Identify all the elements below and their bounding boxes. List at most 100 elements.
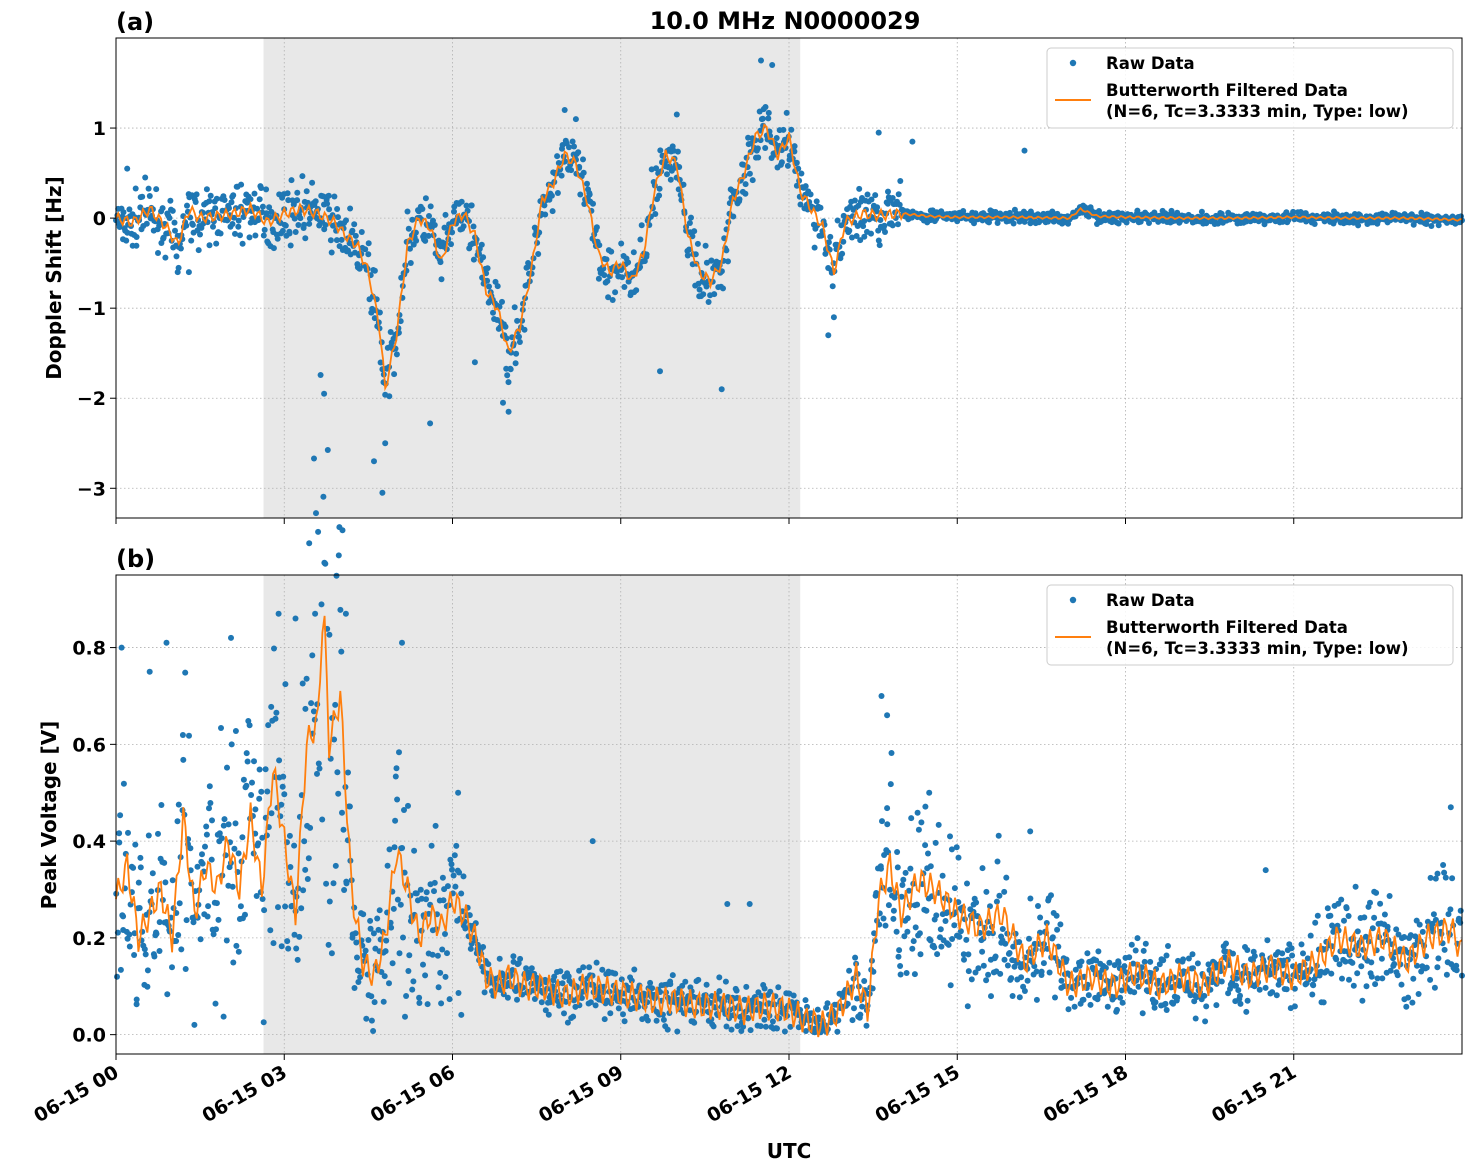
raw-data-point: [603, 256, 610, 263]
raw-data-point: [312, 610, 319, 617]
raw-data-point: [593, 959, 600, 966]
raw-data-point: [516, 339, 523, 345]
raw-data-point: [934, 951, 941, 958]
raw-data-point: [720, 285, 726, 292]
raw-data-point: [411, 847, 418, 854]
raw-data-point: [511, 304, 518, 311]
raw-data-point: [1352, 883, 1359, 890]
raw-data-point: [694, 240, 701, 247]
raw-data-point: [232, 230, 238, 237]
raw-data-point: [570, 1013, 577, 1020]
raw-data-point: [906, 887, 912, 894]
raw-data-point: [392, 773, 399, 780]
raw-data-point: [1354, 970, 1361, 977]
raw-data-point: [155, 250, 161, 256]
raw-data-point: [1163, 952, 1170, 959]
raw-data-point: [960, 951, 967, 958]
raw-data-point: [365, 937, 372, 943]
raw-data-point: [649, 985, 656, 992]
raw-data-point: [1175, 957, 1181, 964]
raw-data-point: [173, 253, 180, 260]
raw-data-point: [765, 115, 772, 122]
raw-data-point: [797, 201, 804, 208]
raw-data-point: [1106, 959, 1113, 966]
raw-data-point: [684, 252, 691, 259]
raw-data-point: [1427, 976, 1434, 983]
raw-data-point: [209, 817, 215, 824]
raw-data-point: [173, 938, 180, 944]
raw-data-point: [448, 861, 455, 868]
raw-data-point: [142, 174, 149, 181]
x-tick-label: 06-15 09: [535, 1061, 627, 1127]
raw-data-point: [879, 818, 885, 825]
raw-data-point: [897, 178, 904, 184]
raw-data-point: [505, 379, 512, 386]
raw-data-point: [895, 953, 902, 960]
raw-data-point: [391, 844, 398, 851]
raw-data-point: [637, 236, 644, 243]
raw-data-point: [345, 769, 351, 776]
raw-data-point: [220, 1013, 227, 1020]
raw-data-point: [179, 732, 186, 738]
raw-data-point: [907, 865, 914, 872]
raw-data-point: [394, 796, 401, 803]
raw-data-point: [660, 1016, 667, 1023]
raw-data-point: [316, 765, 323, 772]
raw-data-point: [1010, 943, 1017, 950]
raw-data-point: [985, 971, 992, 978]
raw-data-point: [964, 880, 970, 887]
raw-data-point: [215, 916, 222, 923]
raw-data-point: [1026, 935, 1032, 942]
raw-data-point: [486, 283, 492, 290]
raw-data-point: [382, 440, 389, 447]
raw-data-point: [275, 904, 281, 911]
raw-data-point: [260, 1019, 267, 1026]
raw-data-point: [516, 333, 522, 340]
raw-data-point: [572, 116, 579, 123]
raw-data-point: [963, 936, 970, 943]
raw-data-point: [621, 1018, 628, 1025]
raw-data-point: [878, 865, 884, 872]
raw-data-point: [175, 801, 182, 808]
y-tick-label: −1: [77, 298, 106, 320]
raw-data-point: [889, 195, 896, 201]
raw-data-point: [343, 217, 349, 224]
raw-data-point: [915, 826, 922, 833]
raw-data-point: [528, 965, 535, 972]
raw-data-point: [284, 190, 291, 197]
raw-data-point: [675, 186, 682, 193]
raw-data-point: [246, 722, 253, 729]
raw-data-point: [1256, 986, 1263, 993]
raw-data-point: [419, 206, 426, 212]
raw-data-point: [1140, 947, 1147, 954]
raw-data-point: [252, 232, 259, 239]
raw-data-point: [927, 937, 934, 944]
raw-data-point: [117, 966, 124, 973]
raw-data-point: [1016, 994, 1023, 1001]
raw-data-point: [422, 237, 429, 244]
raw-data-point: [1003, 874, 1010, 881]
x-tick-label: 06-15 03: [198, 1061, 290, 1127]
raw-data-point: [131, 952, 138, 958]
raw-data-point: [287, 242, 294, 249]
raw-data-point: [630, 249, 637, 256]
raw-data-point: [126, 943, 133, 950]
raw-data-point: [1141, 958, 1148, 965]
raw-data-point: [889, 222, 896, 229]
raw-data-point: [910, 938, 917, 945]
raw-data-point: [120, 913, 127, 920]
raw-data-point: [409, 986, 416, 993]
raw-data-point: [899, 882, 906, 888]
raw-data-point: [601, 272, 608, 279]
raw-data-point: [577, 191, 584, 198]
raw-data-point: [1054, 926, 1061, 933]
raw-data-point: [711, 291, 718, 298]
raw-data-point: [1218, 978, 1225, 985]
raw-data-point: [596, 242, 603, 249]
raw-data-point: [1080, 996, 1087, 1003]
raw-data-point: [575, 149, 582, 156]
raw-data-point: [120, 780, 127, 787]
raw-data-point: [688, 214, 694, 221]
raw-data-point: [467, 945, 474, 952]
raw-data-point: [299, 173, 306, 180]
